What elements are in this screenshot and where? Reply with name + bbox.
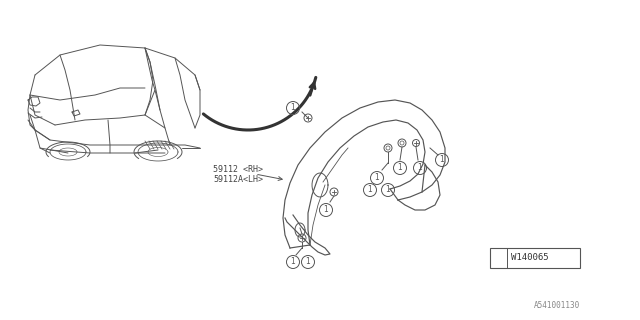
- Text: 1: 1: [440, 156, 444, 164]
- Text: 1: 1: [367, 186, 372, 195]
- Text: 59112A<LH>: 59112A<LH>: [213, 174, 263, 183]
- Text: 1: 1: [291, 258, 296, 267]
- Text: 1: 1: [324, 205, 328, 214]
- Text: A541001130: A541001130: [534, 301, 580, 310]
- Text: 1: 1: [306, 258, 310, 267]
- Text: W140065: W140065: [511, 253, 548, 262]
- Text: 1: 1: [496, 253, 501, 262]
- Bar: [490, 248, 580, 268]
- Text: 1: 1: [386, 186, 390, 195]
- Text: 59112 <RH>: 59112 <RH>: [213, 164, 263, 173]
- Text: 1: 1: [397, 164, 403, 172]
- Text: 1: 1: [418, 164, 422, 172]
- Text: 1: 1: [291, 103, 296, 113]
- Text: 1: 1: [374, 173, 380, 182]
